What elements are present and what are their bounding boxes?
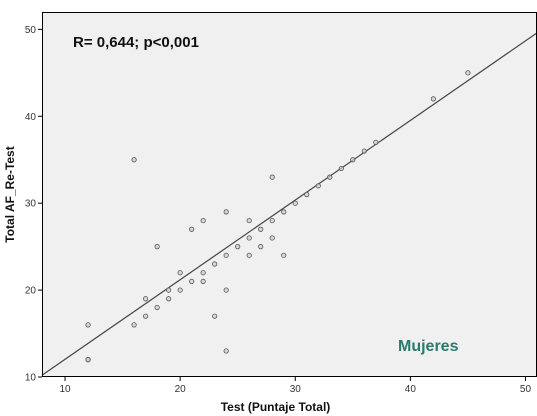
data-point xyxy=(223,209,229,215)
data-point xyxy=(189,226,195,232)
data-point xyxy=(246,235,252,241)
y-tick-label: 50 xyxy=(25,25,37,36)
data-points xyxy=(85,70,471,363)
data-point xyxy=(85,322,91,328)
data-point xyxy=(338,165,344,172)
data-point xyxy=(269,217,275,224)
data-point xyxy=(258,226,264,232)
data-point xyxy=(292,200,298,206)
data-point xyxy=(223,348,229,354)
data-point xyxy=(281,209,287,215)
data-point xyxy=(212,261,218,267)
x-axis-title: Test (Puntaje Total) xyxy=(221,400,331,414)
data-point xyxy=(177,270,183,276)
y-tick-label: 30 xyxy=(25,199,37,210)
group-label: Mujeres xyxy=(398,338,459,355)
data-point xyxy=(430,96,436,102)
x-tick-label: 20 xyxy=(175,384,187,395)
y-tick-label: 10 xyxy=(25,373,37,384)
data-point xyxy=(246,252,252,258)
data-point xyxy=(373,139,379,145)
data-point xyxy=(235,244,241,250)
data-point xyxy=(269,174,275,180)
data-point xyxy=(304,191,310,198)
data-point xyxy=(166,296,172,302)
data-point xyxy=(315,183,321,189)
data-point xyxy=(200,270,206,276)
x-tick-label: 10 xyxy=(59,384,71,395)
data-point xyxy=(166,287,172,293)
y-axis-title: Total AF_Re-Test xyxy=(3,146,17,242)
data-point xyxy=(465,70,471,76)
data-point xyxy=(143,296,149,302)
data-point xyxy=(131,322,137,328)
data-point xyxy=(327,174,333,180)
data-point xyxy=(177,287,183,293)
data-point xyxy=(361,148,367,154)
data-point xyxy=(154,304,160,311)
y-tick-label: 40 xyxy=(25,112,37,123)
data-point xyxy=(246,217,252,224)
axis-ticks: 10 20 30 40 50 10 20 30 40 50 xyxy=(25,25,532,395)
data-point xyxy=(223,287,229,293)
data-point xyxy=(131,157,137,163)
data-point xyxy=(223,252,229,258)
x-tick-label: 50 xyxy=(520,384,532,395)
data-point xyxy=(143,313,149,319)
data-point xyxy=(350,157,356,163)
data-point xyxy=(212,313,218,319)
data-point xyxy=(258,244,264,250)
data-point xyxy=(200,217,206,224)
data-point xyxy=(154,244,160,250)
fit-line xyxy=(41,32,537,376)
data-point xyxy=(269,235,275,241)
x-tick-label: 40 xyxy=(405,384,417,395)
correlation-annotation: R= 0,644; p<0,001 xyxy=(73,34,199,51)
y-tick-label: 20 xyxy=(25,286,37,297)
plot-area xyxy=(42,12,537,377)
data-point xyxy=(281,252,287,258)
data-point xyxy=(189,278,195,285)
x-tick-label: 30 xyxy=(290,384,302,395)
data-point xyxy=(200,278,206,285)
data-point xyxy=(85,357,91,363)
